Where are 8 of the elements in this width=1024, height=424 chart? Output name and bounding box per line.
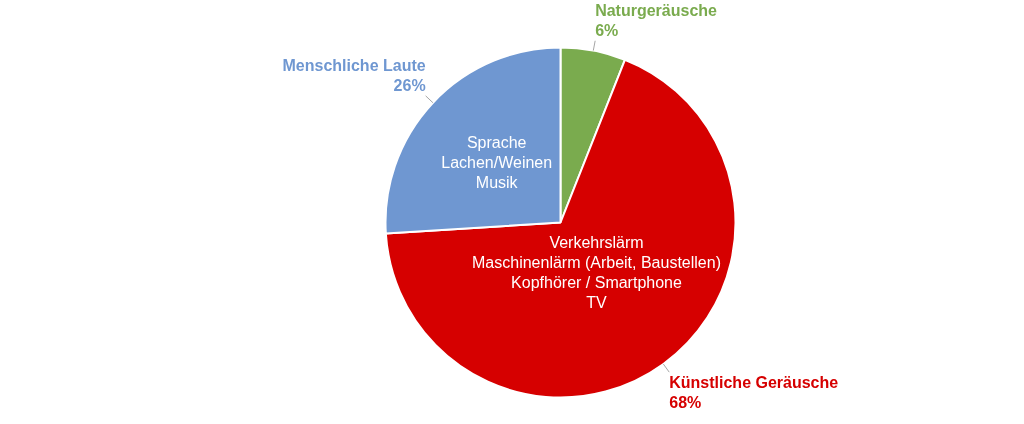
text: Sprache Lachen/Weinen Musik	[441, 134, 553, 192]
slice-label: Menschliche Laute	[282, 56, 426, 74]
data-label: 26%	[393, 76, 426, 94]
text: Verkehrslärm Maschinenlärm (Arbeit, Baustellen) Kopfhörer / Smartphone TV	[472, 233, 722, 311]
data-label: 6%	[595, 21, 619, 39]
data-label: 68%	[669, 394, 702, 412]
slice-label: Naturgeräusche	[595, 1, 718, 19]
slice-label: Künstliche Geräusche	[669, 374, 839, 392]
